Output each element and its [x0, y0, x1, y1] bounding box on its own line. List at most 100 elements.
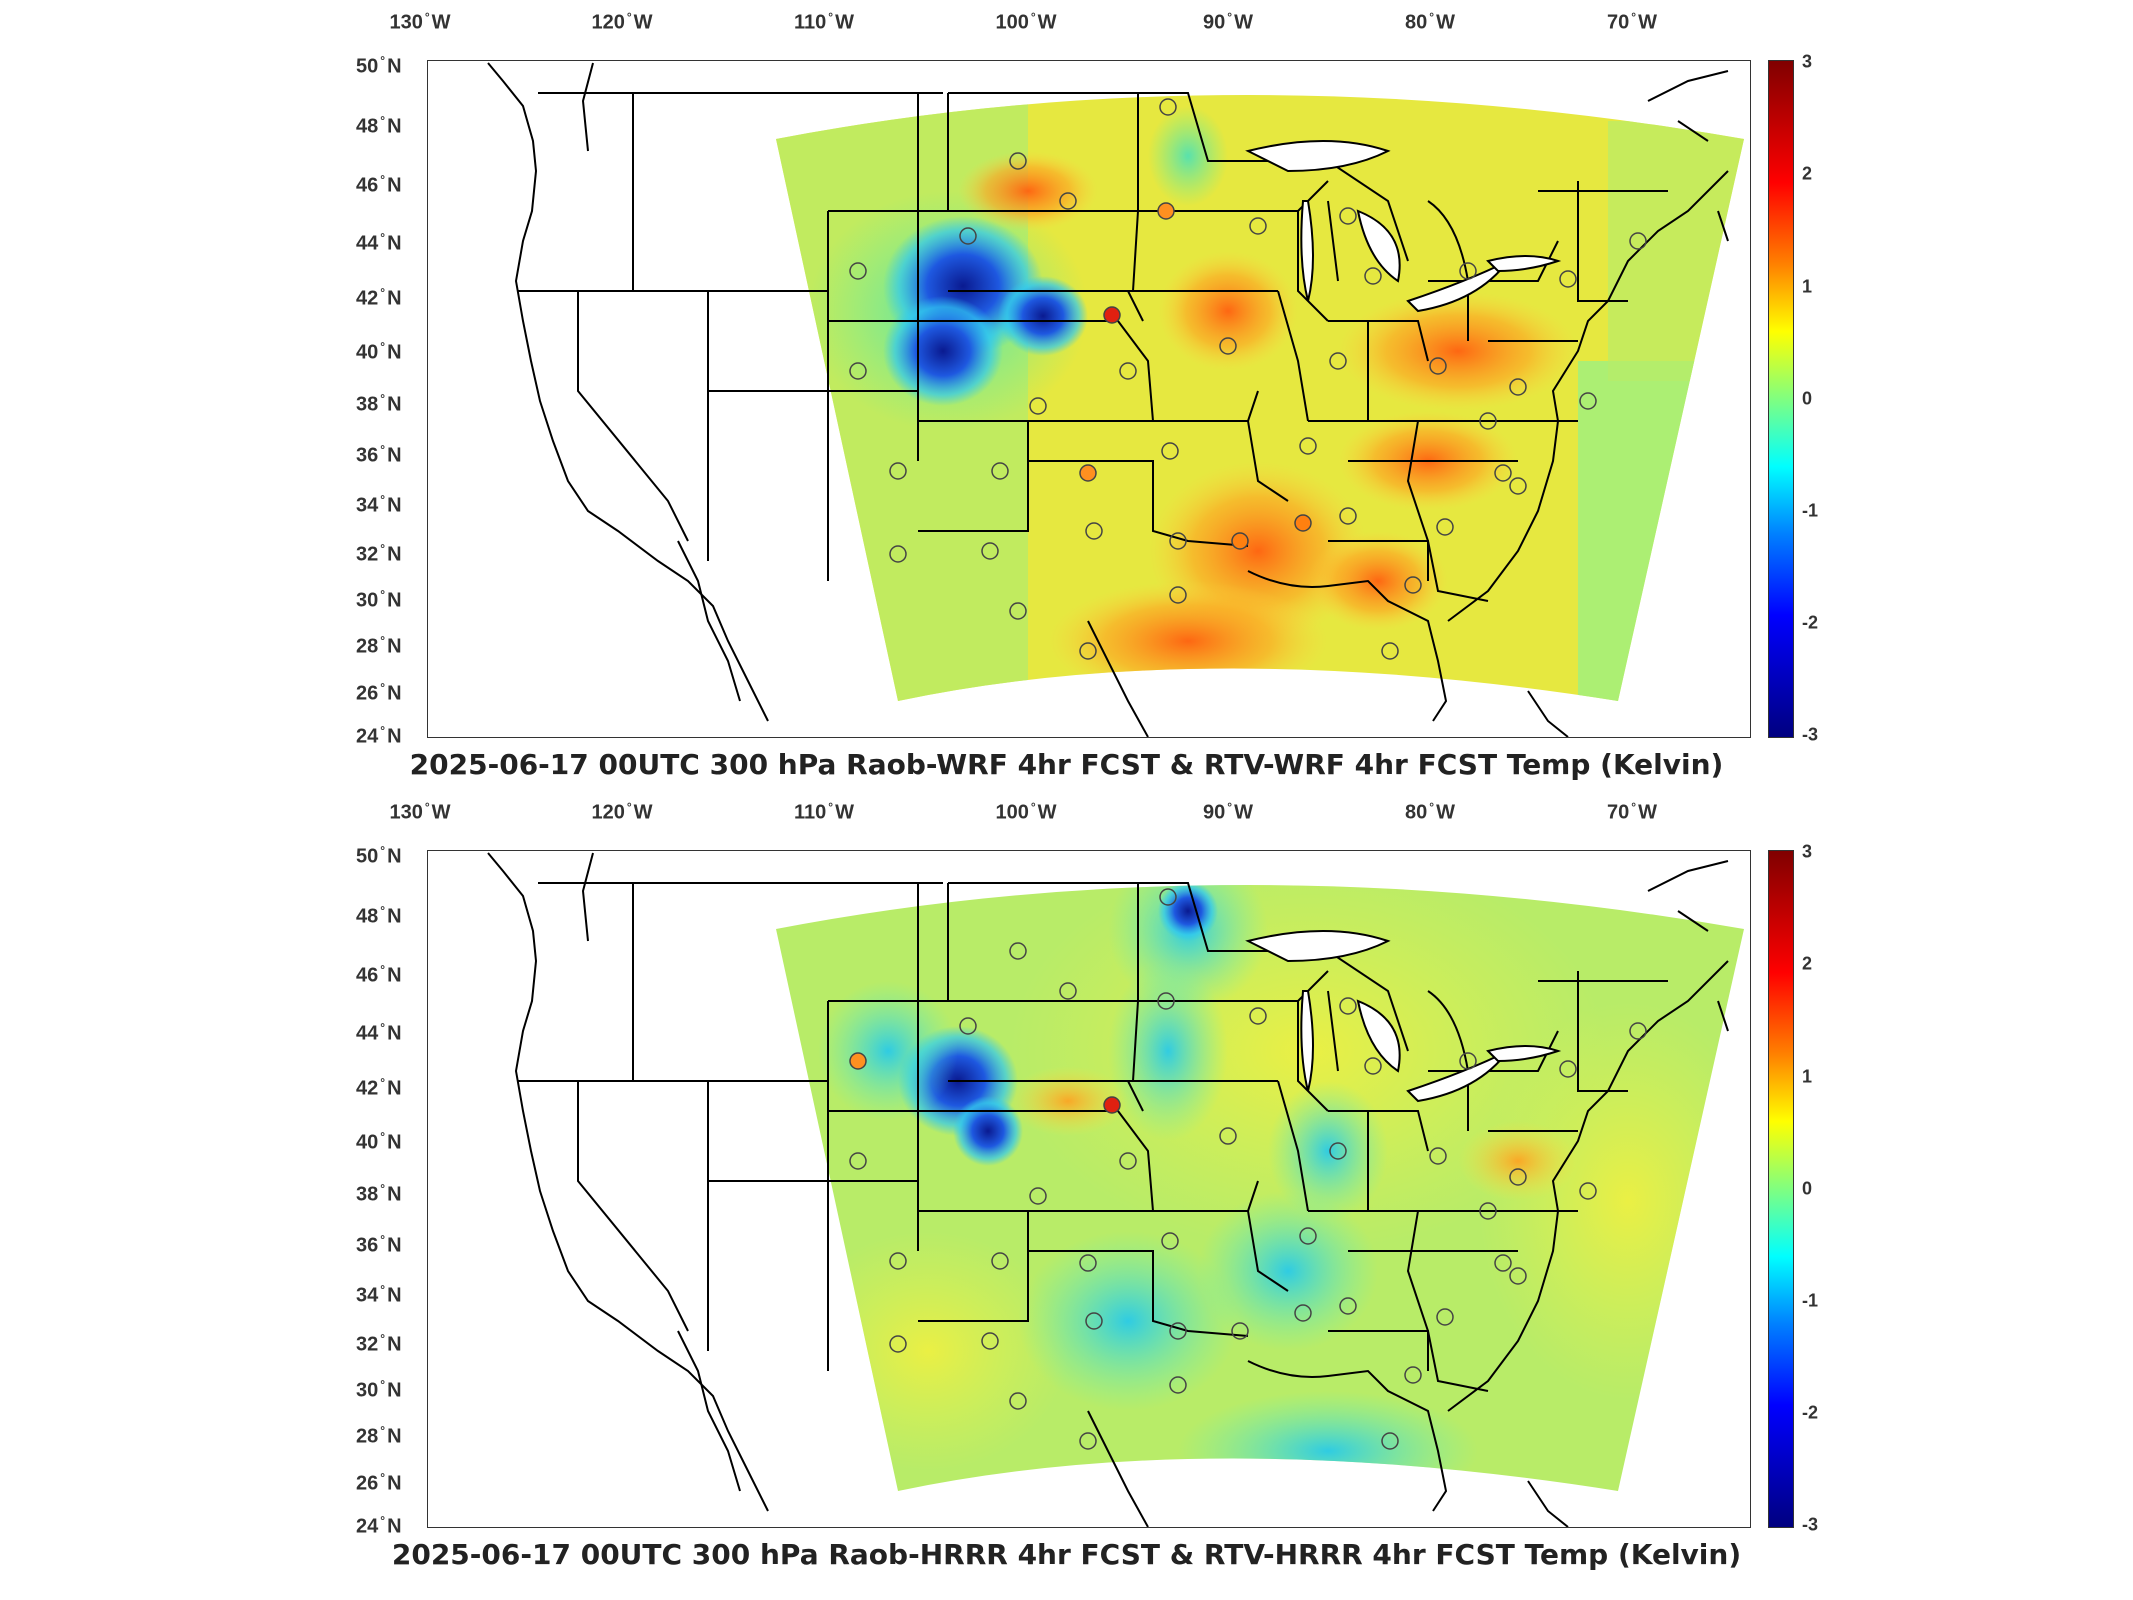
lon-label: 120 ° W: [591, 10, 653, 34]
raob-station-marker: [1159, 98, 1177, 116]
raob-station-marker: [1429, 357, 1447, 375]
lat-label: 24 ° N: [356, 723, 402, 748]
lon-label: 90 ° W: [1203, 10, 1253, 34]
map-svg: [487, 852, 1744, 1527]
state-borders: [518, 92, 1668, 602]
lat-label: 42 ° N: [356, 1075, 402, 1100]
raob-station-marker: [1029, 397, 1047, 415]
lat-label: 48 ° N: [356, 113, 402, 138]
raob-station-marker: [959, 227, 977, 245]
lat-label: 50 ° N: [356, 843, 402, 868]
raob-station-marker: [1509, 378, 1527, 396]
raob-station-marker: [1169, 1322, 1187, 1340]
coastlines: [487, 852, 1729, 1527]
raob-station-marker: [889, 545, 907, 563]
colorbar-tick: -2: [1802, 1402, 1819, 1423]
colorbar-tick: -3: [1802, 1514, 1819, 1535]
raob-station-marker: [1404, 1366, 1422, 1384]
raob-station-marker: [1509, 1267, 1527, 1285]
raob-station-marker: [1494, 1254, 1512, 1272]
raob-station-marker: [1494, 464, 1512, 482]
lat-label: 44 ° N: [356, 1020, 402, 1045]
raob-station-marker: [1103, 1096, 1121, 1114]
raob-station-marker: [1329, 352, 1347, 370]
raob-station-marker: [1339, 207, 1357, 225]
lon-label: 80 ° W: [1405, 800, 1455, 824]
raob-stations: [849, 888, 1647, 1450]
raob-station-marker: [1579, 1182, 1597, 1200]
lon-label: 100 ° W: [995, 800, 1057, 824]
raob-station-marker: [1059, 982, 1077, 1000]
raob-station-marker: [1085, 522, 1103, 540]
raob-station-marker: [1079, 464, 1097, 482]
lon-label: 120 ° W: [591, 800, 653, 824]
raob-station-marker: [1103, 306, 1121, 324]
panel-title: 2025-06-17 00UTC 300 hPa Raob-HRRR 4hr F…: [391, 1538, 1742, 1571]
raob-station-marker: [1161, 442, 1179, 460]
map-panel-hrrr: 130 ° W 120 ° W 110 ° W 100 ° W 90 ° W 80 ° W 70 ° W 5…: [0, 790, 2133, 1590]
colorbar-tick: 1: [1802, 276, 1813, 297]
raob-station-marker: [991, 1252, 1009, 1270]
colorbar-tick: 0: [1802, 388, 1813, 409]
lon-label: 100 ° W: [995, 10, 1057, 34]
colorbar-tick: -2: [1802, 612, 1819, 633]
lat-label: 42 ° N: [356, 285, 402, 310]
raob-station-marker: [1459, 262, 1477, 280]
raob-station-marker: [1364, 1057, 1382, 1075]
lat-label: 38 ° N: [356, 391, 402, 416]
panel-title: 2025-06-17 00UTC 300 hPa Raob-WRF 4hr FC…: [409, 748, 1724, 781]
lat-label: 32 ° N: [356, 541, 402, 566]
raob-station-marker: [1169, 532, 1187, 550]
state-borders: [518, 882, 1668, 1392]
raob-station-marker: [1339, 1297, 1357, 1315]
great-lakes: [1245, 930, 1562, 1103]
raob-station-marker: [1364, 267, 1382, 285]
raob-station-marker: [1629, 232, 1647, 250]
colorbar-tick: 3: [1802, 51, 1813, 72]
lat-label: 38 ° N: [356, 1181, 402, 1206]
raob-station-marker: [1381, 1432, 1399, 1450]
raob-station-marker: [1219, 337, 1237, 355]
raob-station-marker: [1161, 1232, 1179, 1250]
lat-label: 46 ° N: [356, 172, 402, 197]
raob-station-marker: [1629, 1022, 1647, 1040]
map-panel-wrf: 130 ° W 120 ° W 110 ° W 100 ° W 90 ° W 80 ° W 70 ° W 5…: [356, 10, 1819, 781]
raob-station-marker: [1404, 576, 1422, 594]
lat-label: 24 ° N: [356, 1513, 402, 1538]
raob-station-marker: [981, 1332, 999, 1350]
raob-station-marker: [1231, 532, 1249, 550]
raob-station-marker: [889, 1335, 907, 1353]
lat-label: 50 ° N: [356, 53, 402, 78]
map-svg: [487, 62, 1744, 737]
colorbar-tick: 2: [1802, 953, 1813, 974]
raob-station-marker: [1157, 202, 1175, 220]
raob-station-marker: [1294, 514, 1312, 532]
lat-label: 30 ° N: [356, 1377, 402, 1402]
raob-station-marker: [1249, 1007, 1267, 1025]
raob-station-marker: [1169, 586, 1187, 604]
raob-station-marker: [1249, 217, 1267, 235]
raob-station-marker: [889, 1252, 907, 1270]
map-area: [427, 850, 1751, 1528]
raob-station-marker: [1085, 1312, 1103, 1330]
raob-station-marker: [1079, 642, 1097, 660]
lat-label: 36 ° N: [356, 1232, 402, 1257]
lat-label: 34 ° N: [356, 492, 402, 517]
lat-label: 34 ° N: [356, 1282, 402, 1307]
raob-station-marker: [1169, 1376, 1187, 1394]
colorbar: [1768, 60, 1794, 738]
raob-station-marker: [849, 262, 867, 280]
raob-station-marker: [991, 462, 1009, 480]
raob-station-marker: [1231, 1322, 1249, 1340]
colorbar-tick: 3: [1802, 841, 1813, 862]
colorbar-tick: -3: [1802, 724, 1819, 745]
raob-station-marker: [1479, 1202, 1497, 1220]
lon-label: 110 ° W: [794, 800, 854, 824]
raob-station-marker: [1009, 602, 1027, 620]
lon-label: 90 ° W: [1203, 800, 1253, 824]
great-lakes: [1245, 140, 1562, 313]
lat-label: 28 ° N: [356, 633, 402, 658]
lat-label: 40 ° N: [356, 1129, 402, 1154]
lat-label: 26 ° N: [356, 680, 402, 705]
raob-station-marker: [1079, 1254, 1097, 1272]
